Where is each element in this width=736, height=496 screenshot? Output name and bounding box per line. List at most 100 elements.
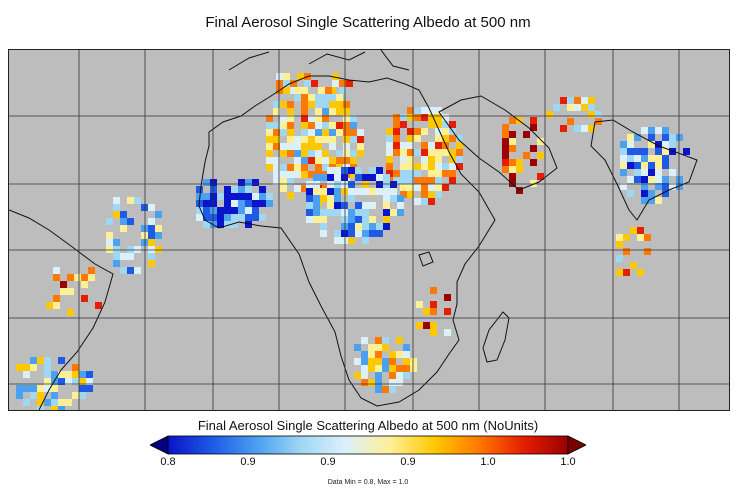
aerosol-pixel (414, 170, 421, 177)
aerosol-pixel (320, 188, 327, 195)
aerosol-pixel (315, 129, 322, 136)
aerosol-pixel (44, 399, 51, 406)
aerosol-pixel (648, 134, 655, 141)
aerosol-pixel (141, 225, 148, 232)
aerosol-pixel (390, 188, 397, 195)
aerosol-pixel (383, 195, 390, 202)
aerosol-pixel (354, 344, 361, 351)
aerosol-pixel (546, 111, 553, 118)
aerosol-pixel (357, 143, 364, 150)
aerosol-pixel (287, 129, 294, 136)
aerosol-pixel (386, 149, 393, 156)
aerosol-pixel (322, 150, 329, 157)
aerosol-pixel (315, 136, 322, 143)
aerosol-pixel (322, 115, 329, 122)
aerosol-pixel (386, 163, 393, 170)
aerosol-pixel (502, 131, 509, 138)
aerosol-pixel (67, 309, 74, 316)
aerosol-pixel (334, 209, 341, 216)
aerosol-pixel (217, 207, 224, 214)
aerosol-pixel (51, 392, 58, 399)
aerosol-pixel (106, 218, 113, 225)
aerosol-pixel (224, 214, 231, 221)
aerosol-pixel (30, 357, 37, 364)
aerosol-pixel (355, 216, 362, 223)
aerosol-pixel (348, 195, 355, 202)
map-panel[interactable] (8, 49, 730, 411)
colorbar-title: Final Aerosol Single Scattering Albedo a… (197, 418, 539, 433)
aerosol-pixel (141, 239, 148, 246)
aerosol-pixel (273, 143, 280, 150)
aerosol-pixel (574, 97, 581, 104)
aerosol-pixel (273, 122, 280, 129)
aerosol-pixel (350, 129, 357, 136)
aerosol-pixel (30, 385, 37, 392)
aerosol-pixel (203, 207, 210, 214)
aerosol-pixel (231, 214, 238, 221)
aerosol-pixel (509, 173, 516, 180)
aerosol-pixel (16, 364, 23, 371)
aerosol-pixel (641, 155, 648, 162)
aerosol-pixel (141, 204, 148, 211)
aerosol-pixel (537, 138, 544, 145)
colorbar-over-arrow (567, 435, 586, 455)
aerosol-pixel (662, 155, 669, 162)
aerosol-pixel (58, 357, 65, 364)
aerosol-pixel (320, 223, 327, 230)
aerosol-pixel (210, 214, 217, 221)
aerosol-pixel (396, 365, 403, 372)
aerosol-pixel (627, 134, 634, 141)
aerosol-pixel (336, 157, 343, 164)
aerosol-pixel (588, 97, 595, 104)
aerosol-pixel (329, 101, 336, 108)
aerosol-pixel (245, 221, 252, 228)
aerosol-pixel (320, 195, 327, 202)
aerosol-pixel (641, 176, 648, 183)
aerosol-pixel (203, 193, 210, 200)
aerosol-pixel (383, 223, 390, 230)
aerosol-pixel (231, 207, 238, 214)
aerosol-pixel (217, 221, 224, 228)
aerosol-pixel (375, 351, 382, 358)
aerosol-pixel (23, 371, 30, 378)
aerosol-pixel (245, 193, 252, 200)
aerosol-pixel (648, 176, 655, 183)
aerosol-pixel (280, 171, 287, 178)
aerosol-pixel (79, 385, 86, 392)
aerosol-pixel (306, 195, 313, 202)
aerosol-pixel (449, 149, 456, 156)
aerosol-pixel (231, 193, 238, 200)
aerosol-pixel (403, 358, 410, 365)
aerosol-pixel (280, 150, 287, 157)
aerosol-pixel (315, 143, 322, 150)
aerosol-pixel (648, 197, 655, 204)
aerosol-pixel (51, 371, 58, 378)
aerosol-pixel (623, 248, 630, 255)
aerosol-pixel (44, 364, 51, 371)
aerosol-pixel (322, 101, 329, 108)
aerosol-pixel (676, 183, 683, 190)
aerosol-pixel (341, 237, 348, 244)
aerosol-pixel (456, 149, 463, 156)
aerosol-pixel (400, 191, 407, 198)
aerosol-pixel (362, 237, 369, 244)
aerosol-pixel (416, 301, 423, 308)
aerosol-pixel (620, 141, 627, 148)
aerosol-pixel (329, 94, 336, 101)
aerosol-pixel (456, 135, 463, 142)
aerosol-pixel (375, 344, 382, 351)
aerosol-pixel (196, 214, 203, 221)
aerosol-pixel (428, 184, 435, 191)
aerosol-pixel (595, 111, 602, 118)
aerosol-pixel (23, 385, 30, 392)
aerosol-pixel (362, 223, 369, 230)
aerosol-pixel (238, 193, 245, 200)
aerosol-pixel (348, 188, 355, 195)
aerosol-pixel (266, 129, 273, 136)
aerosol-pixel (502, 152, 509, 159)
aerosol-pixel (297, 73, 304, 80)
aerosol-pixel (376, 167, 383, 174)
aerosol-pixel (383, 188, 390, 195)
aerosol-pixel (30, 392, 37, 399)
aerosol-pixel (502, 138, 509, 145)
